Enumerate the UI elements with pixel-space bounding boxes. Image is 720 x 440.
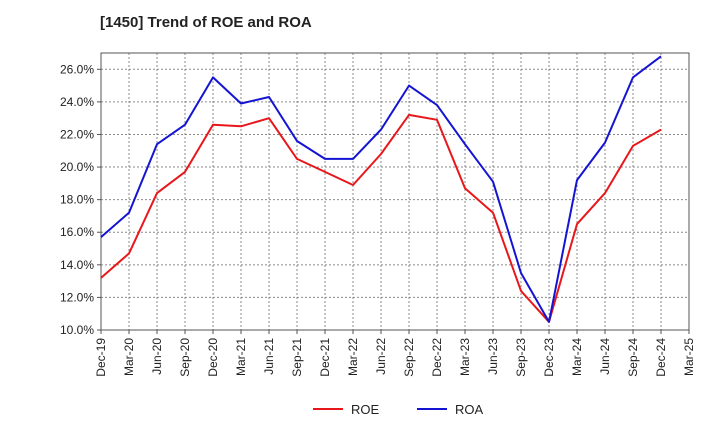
x-tick-label: Dec-20 xyxy=(206,338,220,377)
x-tick-label: Dec-21 xyxy=(318,338,332,377)
x-tick-label: Mar-21 xyxy=(234,338,248,376)
grid-lines xyxy=(101,53,689,330)
series-lines xyxy=(100,55,662,323)
y-tick-label: 22.0% xyxy=(60,127,94,141)
x-tick-label: Jun-21 xyxy=(262,338,276,375)
x-tick-label: Mar-24 xyxy=(570,338,584,376)
y-tick-label: 20.0% xyxy=(60,160,94,174)
x-tick-label: Jun-23 xyxy=(486,338,500,375)
x-tick-label: Jun-20 xyxy=(150,338,164,375)
plot-frame xyxy=(100,52,690,331)
x-tick-label: Mar-20 xyxy=(122,338,136,376)
x-tick-label: Mar-22 xyxy=(346,338,360,376)
x-tick-label: Mar-25 xyxy=(682,338,696,376)
y-tick-label: 14.0% xyxy=(60,258,94,272)
legend-label-roe: ROE xyxy=(351,402,380,417)
y-tick-label: 16.0% xyxy=(60,225,94,239)
x-tick-label: Dec-19 xyxy=(94,338,108,377)
series-line-roa xyxy=(100,55,662,323)
x-tick-label: Sep-24 xyxy=(626,338,640,377)
y-tick-label: 26.0% xyxy=(60,62,94,76)
x-tick-label: Dec-23 xyxy=(542,338,556,377)
chart-title: [1450] Trend of ROE and ROA xyxy=(100,14,312,31)
axes: 10.0% 12.0% 14.0% 16.0% 18.0% 20.0% 22.0% 24.0%… xyxy=(60,52,696,377)
x-tick-label: Sep-20 xyxy=(178,338,192,377)
series-line-roe xyxy=(100,113,662,323)
legend: ROE ROA xyxy=(313,402,484,417)
x-tick-label: Mar-23 xyxy=(458,338,472,376)
x-tick-label: Dec-22 xyxy=(430,338,444,377)
x-tick-label: Jun-22 xyxy=(374,338,388,375)
x-tick-label: Sep-23 xyxy=(514,338,528,377)
x-tick-label: Sep-21 xyxy=(290,338,304,377)
x-tick-label: Dec-24 xyxy=(654,338,668,377)
y-tick-label: 18.0% xyxy=(60,193,94,207)
x-tick-label: Sep-22 xyxy=(402,338,416,377)
y-tick-label: 12.0% xyxy=(60,290,94,304)
legend-label-roa: ROA xyxy=(455,402,484,417)
y-tick-label: 10.0% xyxy=(60,323,94,337)
x-tick-label: Jun-24 xyxy=(598,338,612,375)
y-tick-label: 24.0% xyxy=(60,95,94,109)
